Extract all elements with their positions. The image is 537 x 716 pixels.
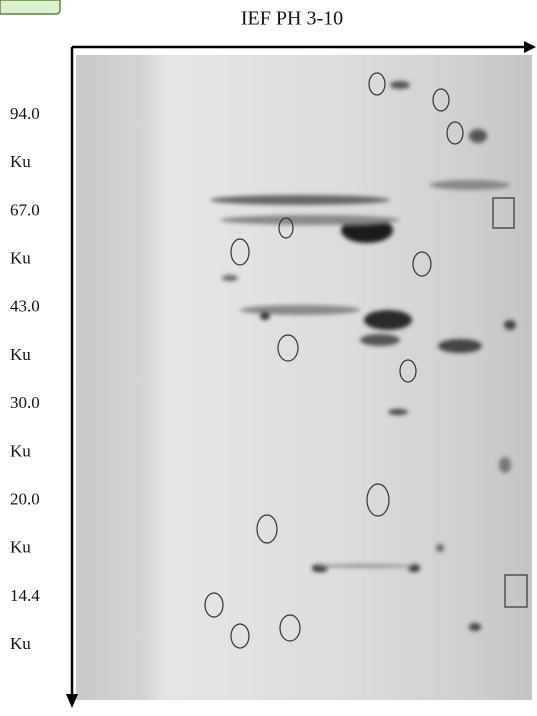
arrow-head-down (66, 694, 78, 708)
marker-unit: Ku (10, 249, 31, 268)
title: IEF PH 3-10 (241, 8, 343, 30)
marker-unit: Ku (10, 634, 31, 653)
marker-unit: Ku (10, 538, 31, 557)
marker-unit: Ku (10, 441, 31, 460)
marker-value: 20.0 (10, 490, 40, 509)
marker-value: 14.4 (10, 586, 40, 605)
marker-value: 67.0 (10, 200, 40, 219)
gel-spots (210, 81, 516, 631)
marker-unit: Ku (10, 152, 31, 171)
axes (70, 45, 524, 696)
marker-value: 94.0 (10, 104, 40, 123)
arrow-head-right (524, 41, 536, 53)
marker-value: 30.0 (10, 393, 40, 412)
marker-labels: 94.0 Ku 67.0 Ku 43.0 Ku 30.0 Ku 20.0 Ku 14.4 Ku (10, 104, 40, 653)
marker-unit: Ku (10, 345, 31, 364)
marker-value: 43.0 (10, 297, 40, 316)
corner-tab (0, 0, 61, 15)
gel (76, 55, 532, 700)
annotations (204, 72, 528, 649)
